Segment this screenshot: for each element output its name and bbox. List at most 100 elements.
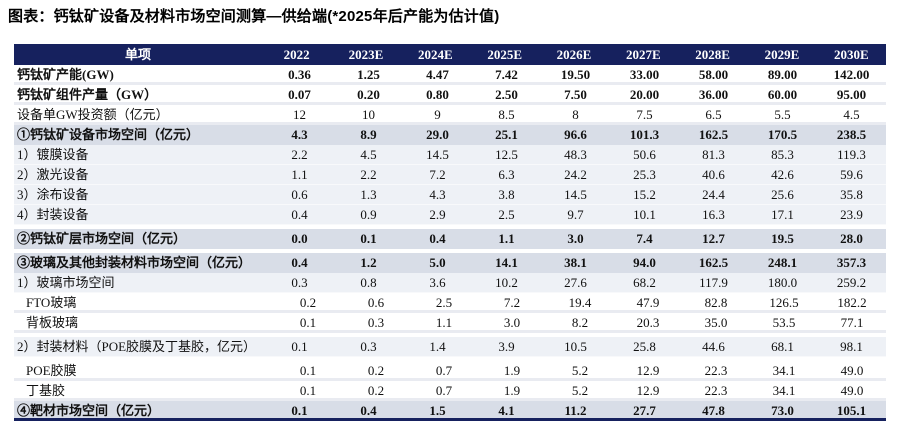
table-row: ①钙钛矿设备市场空间（亿元） 4.3 8.9 29.0 25.1 96.6 101.3 162… [14,125,886,145]
row-value: 0.7 [435,363,453,378]
row-value: 33.00 [629,67,660,82]
table-header-row: 单项 2022 2023E 2024E 2025E 2026E 2027E 2028E 2029… [14,44,886,65]
row-value: 126.5 [769,295,799,310]
table-body: 钙钛矿产能(GW) 0.36 1.25 4.47 7.42 19.50 33.00 58.00… [14,65,886,421]
row-value: 44.6 [702,339,725,354]
row-value: 47.8 [702,403,725,418]
row-value: 0.1 [291,339,308,354]
row-value: 119.3 [837,147,866,162]
row-value: 60.00 [767,87,798,102]
row-label: ①钙钛矿设备市场空间（亿元） [17,127,200,142]
row-value: 14.5 [564,187,587,202]
row-value: 7.2 [503,295,521,310]
row-value: 162.5 [698,255,729,270]
table-row: 钙钛矿产能(GW) 0.36 1.25 4.47 7.42 19.50 33.00 58.00… [14,65,886,85]
row-value: 182.2 [837,295,867,310]
row-value: 12 [293,107,306,122]
row-value: 20.3 [636,315,660,330]
row-value: 22.3 [704,363,728,378]
row-value: 0.1 [299,315,317,330]
row-value: 7.42 [495,67,518,82]
row-value: 16.3 [702,207,725,222]
row-value: 22.3 [704,383,728,398]
column-header-year: 2029E [764,47,800,62]
table-row: 丁基胶 0.1 0.2 0.7 1.9 5.2 12.9 22.3 34.1 49.0 [14,381,886,401]
table-row: 1）镀膜设备 2.2 4.5 14.5 12.5 48.3 50.6 81.3 85.3 119.… [14,145,886,165]
row-value: 0.1 [360,231,377,246]
row-value: 2.5 [435,295,453,310]
row-value: 4.1 [498,403,515,418]
row-value: 0.80 [426,87,449,102]
row-value: 0.3 [367,315,385,330]
column-header-year: 2027E [625,47,661,62]
row-label: 钙钛矿产能(GW) [17,67,114,82]
row-value: 95.00 [836,87,867,102]
row-value: 53.5 [772,315,796,330]
row-value: 4.5 [843,107,860,122]
row-value: 10.5 [564,339,587,354]
row-label: 钙钛矿组件产量（GW） [17,87,158,102]
row-value: 0.4 [291,255,308,270]
row-label: 2）激光设备 [17,167,89,182]
column-header-item: 单项 [124,47,151,62]
row-value: 94.0 [633,255,656,270]
row-label: POE胶膜 [26,363,77,378]
market-space-table: 单项 2022 2023E 2024E 2025E 2026E 2027E 2028E 2029… [14,44,886,421]
row-value: 36.00 [698,87,729,102]
row-value: 0.07 [288,87,311,102]
row-value: 8.9 [360,127,377,142]
row-value: 5.2 [571,383,589,398]
row-value: 5.0 [429,255,446,270]
row-value: 4.5 [360,147,377,162]
section-gap [14,249,886,253]
row-value: 25.6 [771,187,794,202]
row-label: 背板玻璃 [26,315,79,330]
row-value: 3.6 [429,275,446,290]
row-value: 0.0 [291,231,308,246]
row-value: 0.2 [299,295,317,310]
row-value: 38.1 [564,255,587,270]
row-value: 1.1 [291,167,308,182]
row-value: 49.0 [840,363,864,378]
row-value: 12.9 [636,383,660,398]
row-value: 4.47 [426,67,449,82]
row-label: 1）镀膜设备 [17,147,89,162]
row-value: 0.1 [299,363,317,378]
row-value: 0.6 [367,295,385,310]
row-label: 1）玻璃市场空间 [17,275,115,290]
row-value: 40.6 [702,167,725,182]
row-value: 0.20 [357,87,380,102]
row-value: 1.4 [429,339,446,354]
row-label: ④靶材市场空间（亿元） [17,403,161,418]
row-value: 10.2 [495,275,518,290]
section-gap [14,225,886,229]
row-value: 142.00 [833,67,870,82]
row-value: 19.4 [568,295,592,310]
row-value: 58.00 [698,67,729,82]
row-value: 27.7 [633,403,656,418]
row-label: ②钙钛矿层市场空间（亿元） [17,231,187,246]
row-value: 2.5 [498,207,515,222]
column-header-year: 2024E [417,47,453,62]
row-value: 82.8 [704,295,728,310]
row-value: 248.1 [767,255,798,270]
row-value: 1.1 [435,315,453,330]
table-row: POE胶膜 0.1 0.2 0.7 1.9 5.2 12.9 22.3 34.1 49.0 [14,361,886,381]
row-value: 96.6 [564,127,587,142]
row-value: 10.1 [633,207,656,222]
row-value: 2.2 [291,147,308,162]
row-value: 42.6 [771,167,794,182]
row-value: 35.8 [840,187,863,202]
figure-title: 图表：钙钛矿设备及材料市场空间测算—供给端(*2025年后产能为估计值) [8,8,500,25]
row-value: 5.2 [571,363,589,378]
row-value: 14.5 [426,147,449,162]
row-label: ③玻璃及其他封装材料市场空间（亿元） [17,255,252,270]
row-value: 12.9 [636,363,660,378]
row-value: 19.5 [771,231,794,246]
row-value: 27.6 [564,275,587,290]
row-value: 5.5 [774,107,791,122]
table-row: 2）封装材料（POE胶膜及丁基胶，亿元） 0.1 0.3 1.4 3.9 10.5 25.8… [14,337,886,357]
row-value: 0.3 [360,339,377,354]
row-label: FTO玻璃 [26,295,77,310]
